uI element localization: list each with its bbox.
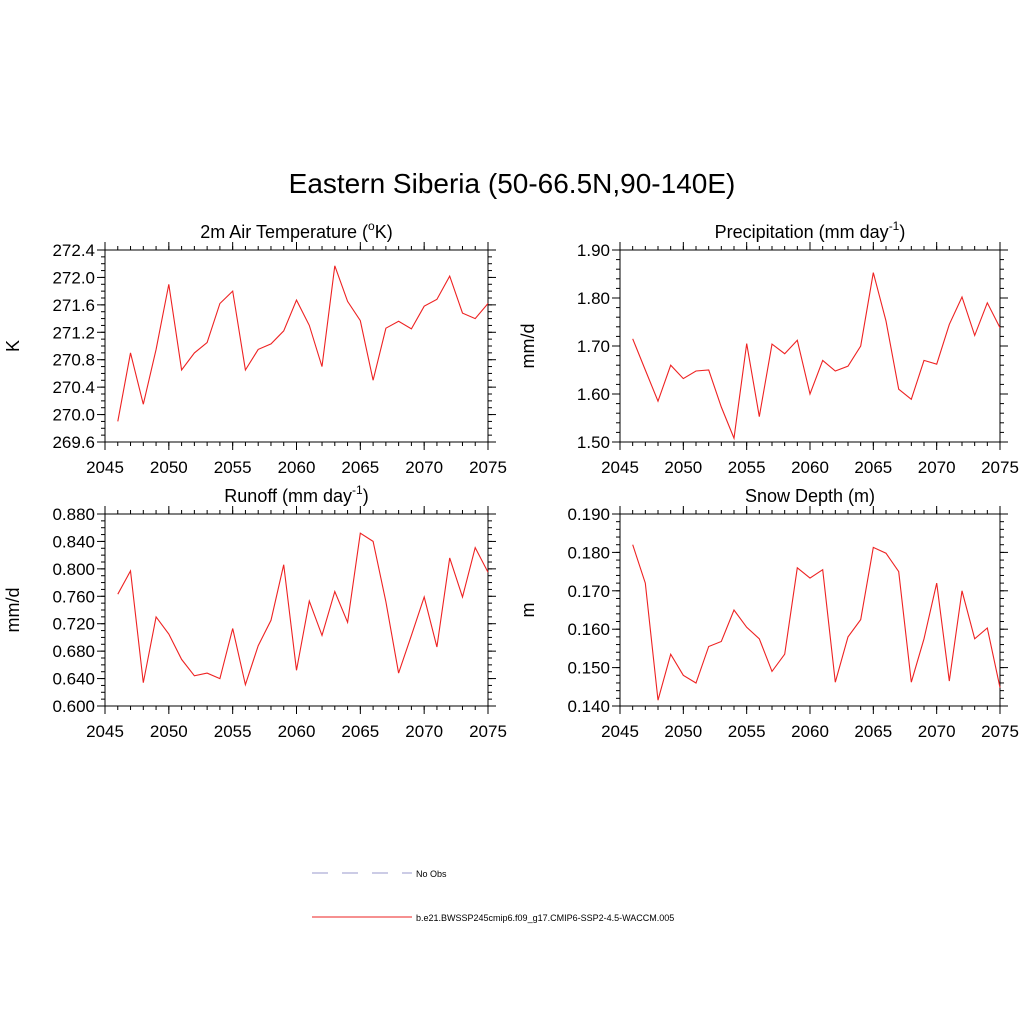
plot-frame: [104, 249, 489, 443]
y-tick-label: 0.600: [52, 697, 95, 716]
y-tick-label: 272.0: [52, 268, 95, 287]
x-tick-label: 2060: [791, 722, 829, 741]
y-axis-label: m: [518, 603, 538, 618]
y-tick-label: 0.640: [52, 670, 95, 689]
y-tick-label: 0.190: [567, 505, 610, 524]
panel-title-main: Precipitation (mm day: [715, 222, 889, 242]
y-tick-label: 0.720: [52, 615, 95, 634]
panel-title-main: Snow Depth (m): [745, 486, 875, 506]
x-tick-label: 2065: [854, 722, 892, 741]
panel-title: 2m Air Temperature (oK): [200, 219, 392, 242]
x-tick-label: 2065: [341, 722, 379, 741]
panel-title-superscript: -1: [889, 219, 900, 233]
x-tick-label: 2050: [664, 722, 702, 741]
y-tick-label: 0.760: [52, 587, 95, 606]
y-tick-label: 1.80: [577, 289, 610, 308]
x-tick-label: 2055: [214, 458, 252, 477]
x-tick-label: 2050: [150, 458, 188, 477]
x-tick-label: 2055: [214, 722, 252, 741]
legend-label: b.e21.BWSSP245cmip6.f09_g17.CMIP6-SSP2-4…: [416, 913, 674, 923]
panel-title: Precipitation (mm day-1): [715, 219, 906, 242]
x-tick-label: 2045: [86, 722, 124, 741]
y-axis-label: mm/d: [518, 324, 538, 369]
panel-2: 1.50 1.60 1.70 1.80 1.90 2045 2050 2055 2060 2065…: [518, 219, 1019, 477]
x-tick-label: 2045: [86, 458, 124, 477]
y-axis-label: K: [3, 340, 23, 352]
series-line: [632, 544, 1001, 701]
x-tick-label: 2050: [150, 722, 188, 741]
y-tick-label: 1.70: [577, 337, 610, 356]
y-tick-label: 270.0: [52, 406, 95, 425]
y-tick-label: 0.680: [52, 642, 95, 661]
panel-title-superscript: o: [368, 219, 375, 233]
series-line: [117, 265, 489, 422]
plot-frame: [104, 513, 489, 707]
x-tick-label: 2065: [854, 458, 892, 477]
panel-3: 0.600 0.640 0.680 0.720 0.760 0.800 0.840 0.880…: [3, 483, 507, 741]
series-line: [117, 532, 489, 687]
y-tick-label: 270.4: [52, 378, 95, 397]
y-tick-label: 1.50: [577, 433, 610, 452]
x-tick-label: 2045: [601, 458, 639, 477]
x-tick-label: 2055: [728, 458, 766, 477]
y-tick-label: 272.4: [52, 241, 95, 260]
y-tick-label: 0.800: [52, 560, 95, 579]
page-title: Eastern Siberia (50-66.5N,90-140E): [288, 168, 736, 199]
x-tick-label: 2070: [918, 458, 956, 477]
panel-4: 0.140 0.150 0.160 0.170 0.180 0.190 2045 2050 20…: [518, 486, 1019, 741]
x-tick-label: 2045: [601, 722, 639, 741]
x-tick-label: 2075: [981, 722, 1019, 741]
y-tick-label: 269.6: [52, 433, 95, 452]
x-tick-label: 2070: [918, 722, 956, 741]
panel-title: Snow Depth (m): [745, 486, 875, 506]
x-tick-label: 2070: [405, 458, 443, 477]
y-tick-label: 271.2: [52, 323, 95, 342]
legend-label: No Obs: [416, 869, 447, 879]
panel-title-end: ): [899, 222, 905, 242]
x-tick-label: 2050: [664, 458, 702, 477]
plot-frame: [619, 513, 1001, 707]
panel-title-superscript: -1: [352, 483, 363, 497]
y-tick-label: 0.150: [567, 659, 610, 678]
x-tick-label: 2060: [278, 458, 316, 477]
x-tick-label: 2075: [981, 458, 1019, 477]
panel-title-end: ): [363, 486, 369, 506]
panel-title-end: K): [375, 222, 393, 242]
y-tick-label: 0.140: [567, 697, 610, 716]
y-tick-label: 0.160: [567, 620, 610, 639]
panel-title-main: 2m Air Temperature (: [200, 222, 368, 242]
x-tick-label: 2060: [278, 722, 316, 741]
y-axis-label: mm/d: [3, 588, 23, 633]
y-tick-label: 0.880: [52, 505, 95, 524]
x-tick-label: 2075: [469, 722, 507, 741]
y-tick-label: 271.6: [52, 296, 95, 315]
panel-title: Runoff (mm day-1): [224, 483, 368, 506]
series-line: [632, 272, 1001, 441]
y-tick-label: 270.8: [52, 351, 95, 370]
y-tick-label: 1.90: [577, 241, 610, 260]
x-tick-label: 2075: [469, 458, 507, 477]
y-tick-label: 0.840: [52, 532, 95, 551]
x-tick-label: 2065: [341, 458, 379, 477]
legend: No Obs b.e21.BWSSP245cmip6.f09_g17.CMIP6-…: [312, 869, 674, 923]
panel-1: 269.6 270.0 270.4 270.8 271.2 271.6 272.0 272.4…: [3, 219, 507, 477]
x-tick-label: 2055: [728, 722, 766, 741]
x-tick-label: 2060: [791, 458, 829, 477]
y-tick-label: 0.170: [567, 582, 610, 601]
panel-title-main: Runoff (mm day: [224, 486, 352, 506]
y-tick-label: 1.60: [577, 385, 610, 404]
x-tick-label: 2070: [405, 722, 443, 741]
y-tick-label: 0.180: [567, 543, 610, 562]
